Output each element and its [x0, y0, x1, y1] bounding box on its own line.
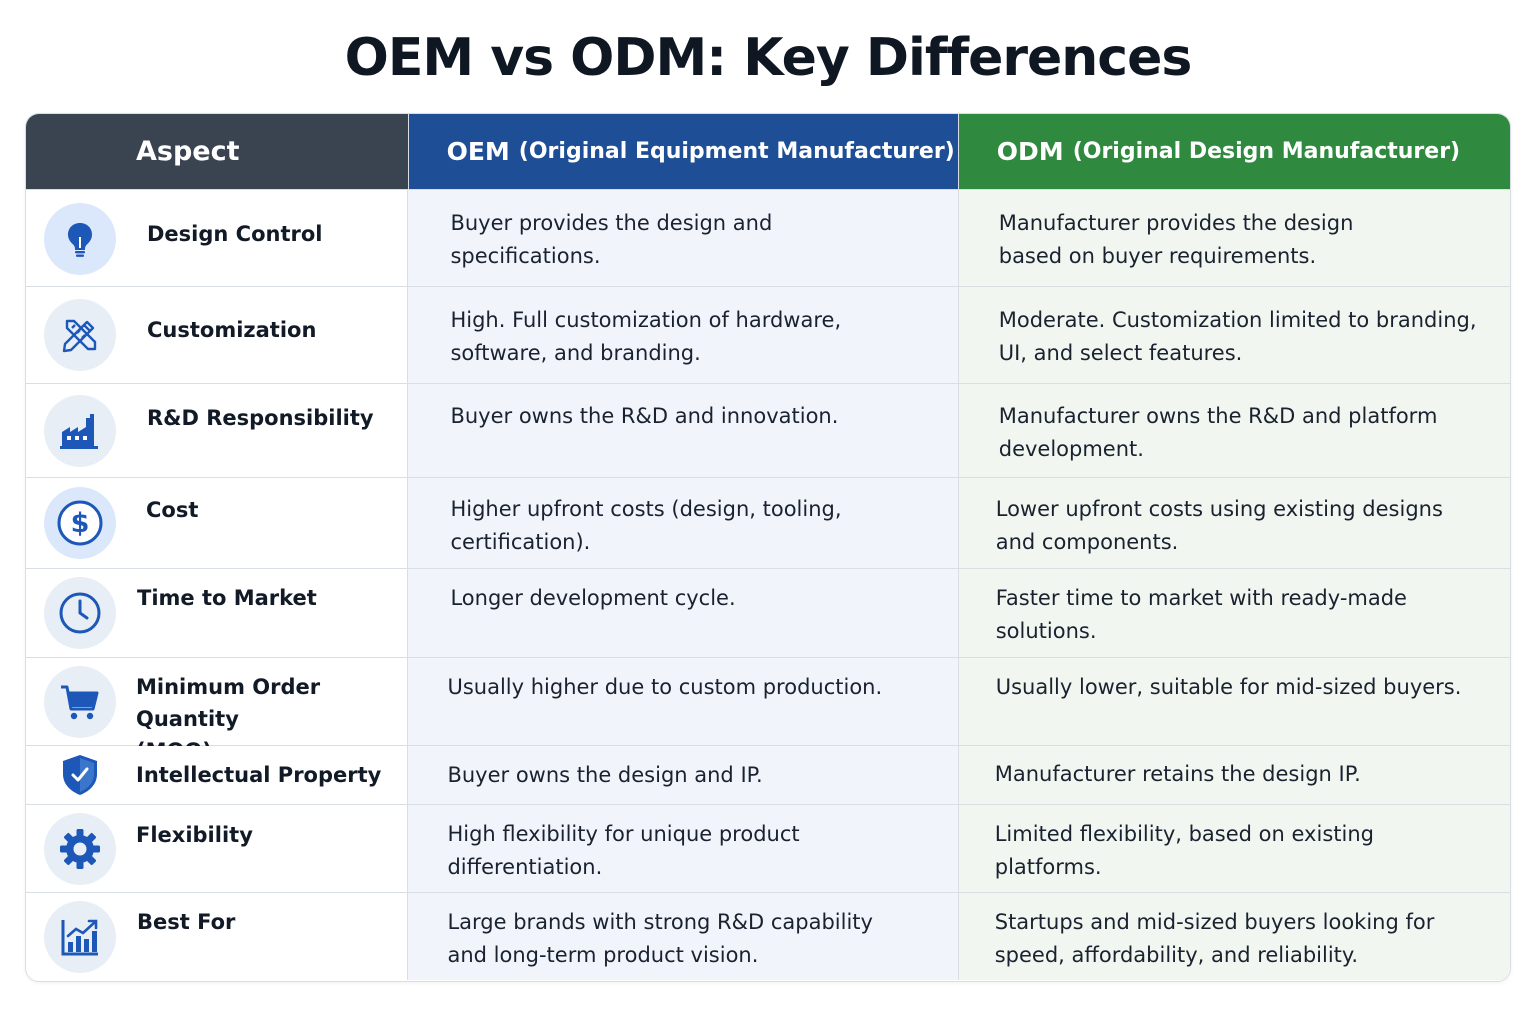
aspect-cell: Minimum Order Quantity (MOQ)	[26, 658, 408, 763]
odm-text-line: based on buyer requirements.	[998, 244, 1317, 268]
aspect-label: R&D Responsibility	[147, 406, 374, 430]
aspect-label: Intellectual Property	[136, 763, 382, 787]
oem-cell: Buyer owns the R&D and innovation.	[407, 384, 958, 477]
oem-text-line: Buyer owns the R&D and innovation.	[450, 404, 839, 428]
odm-text-line: UI, and select features.	[998, 341, 1243, 365]
aspect-label: Cost	[146, 498, 199, 522]
shield-icon	[44, 748, 116, 802]
odm-text-line: Startups and mid-sized buyers looking fo…	[994, 910, 1435, 934]
page-title: OEM vs ODM: Key Differences	[344, 28, 1193, 88]
oem-text-line: and long-term product vision.	[447, 943, 759, 967]
odm-text-line: Manufacturer retains the design IP.	[994, 762, 1361, 786]
aspect-label: Flexibility	[136, 823, 253, 847]
odm-text-line: Usually lower, suitable for mid-sized bu…	[995, 675, 1462, 699]
dollar-icon: $	[44, 487, 116, 559]
odm-cell: Usually lower, suitable for mid-sized bu…	[957, 658, 1510, 745]
svg-text:$: $	[71, 508, 90, 539]
aspect-cell: Best For	[26, 893, 408, 980]
lightbulb-icon	[44, 203, 116, 275]
aspect-cell: Customization	[26, 287, 408, 383]
oem-text-line: specifications.	[450, 244, 601, 268]
header-oem-abbr: OEM	[446, 137, 510, 166]
table-row: Flexibility High flexibility for unique …	[26, 804, 1510, 892]
oem-cell: Longer development cycle.	[407, 569, 958, 657]
header-aspect-label: Aspect	[136, 136, 240, 167]
comparison-table: Aspect OEM (Original Equipment Manufactu…	[25, 113, 1511, 982]
oem-text-line: High flexibility for unique product	[447, 822, 800, 846]
pencil-ruler-icon	[44, 299, 116, 371]
oem-text-line: Higher upfront costs (design, tooling,	[450, 497, 842, 521]
oem-cell: Buyer provides the design and specificat…	[407, 190, 958, 286]
odm-cell: Faster time to market with ready-made so…	[957, 569, 1510, 657]
table-row: Minimum Order Quantity (MOQ) Usually hig…	[26, 657, 1510, 763]
table-row: Design Control Buyer provides the design…	[26, 189, 1510, 286]
oem-cell: Large brands with strong R&D capability …	[407, 893, 958, 980]
table-row: Best For Large brands with strong R&D ca…	[26, 892, 1510, 980]
header-odm: ODM (Original Design Manufacturer)	[957, 114, 1510, 189]
aspect-cell: R&D Responsibility	[26, 384, 408, 477]
aspect-cell: $ Cost	[26, 478, 408, 568]
clock-icon	[44, 577, 116, 649]
cart-icon	[44, 666, 116, 738]
oem-cell: High flexibility for unique product diff…	[407, 805, 958, 892]
odm-text-line: platforms.	[994, 855, 1102, 879]
odm-cell: Moderate. Customization limited to brand…	[957, 287, 1510, 383]
aspect-label-line: Minimum Order Quantity	[136, 675, 321, 731]
aspect-label: Time to Market	[137, 586, 317, 610]
odm-text-line: Manufacturer provides the design	[998, 211, 1354, 235]
oem-text-line: differentiation.	[447, 855, 603, 879]
header-aspect: Aspect	[26, 114, 408, 189]
oem-cell: High. Full customization of hardware, so…	[407, 287, 958, 383]
header-oem-full: (Original Equipment Manufacturer)	[518, 139, 955, 164]
table-row: Customization High. Full customization o…	[26, 286, 1510, 383]
odm-text-line: speed, affordability, and reliability.	[994, 943, 1359, 967]
aspect-cell: Intellectual Property	[26, 746, 408, 804]
oem-text-line: software, and branding.	[450, 341, 701, 365]
oem-text-line: certification).	[450, 530, 591, 554]
odm-cell: Manufacturer provides the design based o…	[957, 190, 1510, 286]
aspect-label: Best For	[137, 910, 236, 934]
oem-cell: Higher upfront costs (design, tooling, c…	[407, 478, 958, 568]
odm-cell: Manufacturer owns the R&D and platform d…	[957, 384, 1510, 477]
odm-text-line: Faster time to market with ready-made	[995, 586, 1407, 610]
growth-chart-icon	[44, 901, 116, 973]
header-odm-abbr: ODM	[996, 137, 1064, 166]
odm-text-line: Limited flexibility, based on existing	[994, 822, 1374, 846]
oem-text-line: Longer development cycle.	[450, 586, 736, 610]
odm-cell: Manufacturer retains the design IP.	[957, 746, 1510, 804]
oem-text-line: Buyer owns the design and IP.	[447, 763, 763, 787]
odm-text-line: Moderate. Customization limited to brand…	[998, 308, 1477, 332]
odm-text-line: development.	[998, 437, 1144, 461]
aspect-label: Customization	[147, 318, 317, 342]
factory-icon	[44, 395, 116, 467]
odm-text-line: Lower upfront costs using existing desig…	[995, 497, 1443, 521]
gear-icon	[44, 813, 116, 885]
oem-cell: Buyer owns the design and IP.	[407, 746, 958, 804]
odm-text-line: Manufacturer owns the R&D and platform	[998, 404, 1438, 428]
aspect-cell: Design Control	[26, 190, 408, 286]
header-odm-full: (Original Design Manufacturer)	[1072, 139, 1461, 164]
oem-text-line: Large brands with strong R&D capability	[447, 910, 873, 934]
oem-text-line: Buyer provides the design and	[450, 211, 773, 235]
header-oem: OEM (Original Equipment Manufacturer)	[407, 114, 958, 189]
oem-text-line: Usually higher due to custom production.	[447, 675, 883, 699]
table-row: Time to Market Longer development cycle.…	[26, 568, 1510, 657]
odm-cell: Lower upfront costs using existing desig…	[957, 478, 1510, 568]
table-row: $ Cost Higher upfront costs (design, too…	[26, 477, 1510, 568]
odm-text-line: solutions.	[995, 619, 1097, 643]
oem-text-line: High. Full customization of hardware,	[450, 308, 842, 332]
odm-cell: Startups and mid-sized buyers looking fo…	[957, 893, 1510, 980]
odm-text-line: and components.	[995, 530, 1179, 554]
table-row: Intellectual Property Buyer owns the des…	[26, 745, 1510, 804]
aspect-cell: Flexibility	[26, 805, 408, 892]
oem-cell: Usually higher due to custom production.	[407, 658, 958, 745]
table-header: Aspect OEM (Original Equipment Manufactu…	[26, 114, 1510, 189]
aspect-cell: Time to Market	[26, 569, 408, 657]
odm-cell: Limited flexibility, based on existing p…	[957, 805, 1510, 892]
table-row: R&D Responsibility Buyer owns the R&D an…	[26, 383, 1510, 477]
aspect-label: Design Control	[147, 222, 323, 246]
